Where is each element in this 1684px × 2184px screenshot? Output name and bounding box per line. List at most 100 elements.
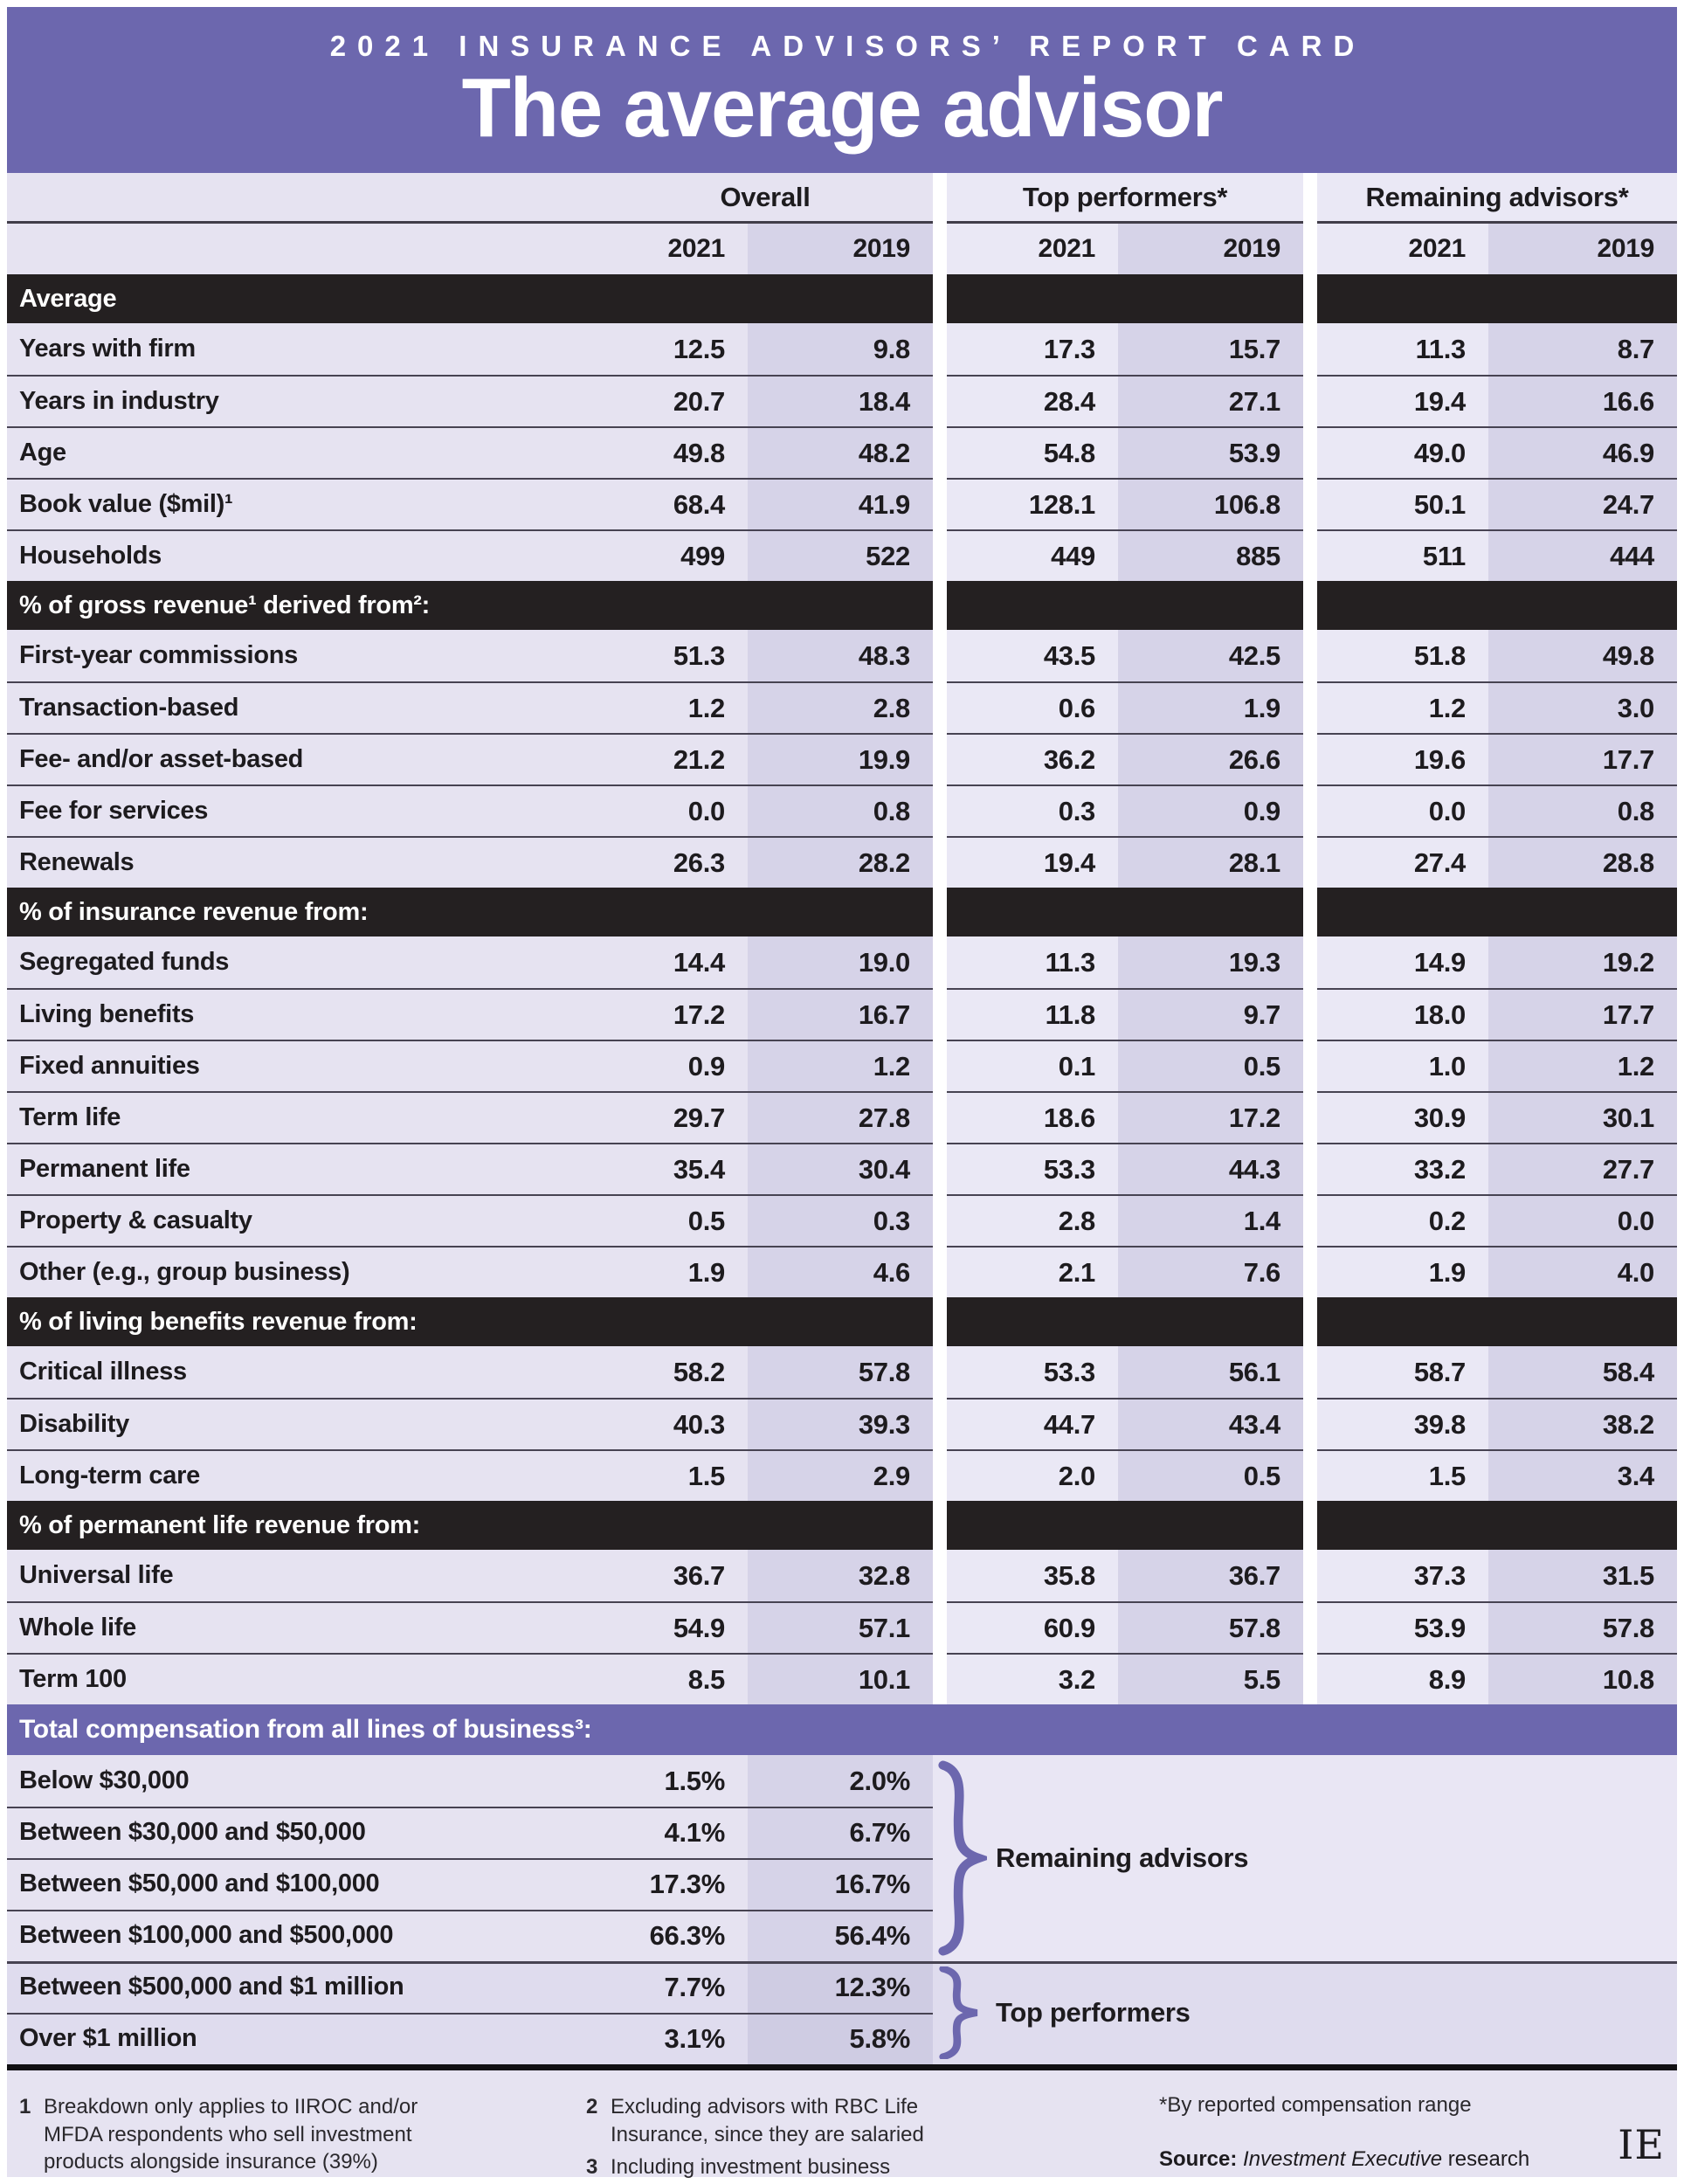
- value-cell: 19.4: [1317, 375, 1488, 426]
- value-cell: 44.7: [947, 1398, 1118, 1449]
- column-gap: [933, 888, 947, 936]
- value-cell: 8.5: [597, 1653, 748, 1704]
- value-cell: 1.2: [597, 681, 748, 733]
- value-cell: 522: [748, 529, 933, 581]
- section-bar-segment: [947, 888, 1303, 936]
- value-cell: 16.6: [1488, 375, 1677, 426]
- table-row: Between $50,000 and $100,000 17.3% 16.7%: [7, 1858, 1677, 1910]
- value-cell: 17.3%: [649, 1868, 726, 1899]
- table-row: Over $1 million 3.1% 5.8%: [7, 2013, 1677, 2064]
- header-spacer: [7, 224, 597, 274]
- column-gap: [1303, 1246, 1317, 1297]
- column-gap: [1303, 581, 1317, 630]
- row-label: Term 100: [7, 1653, 597, 1704]
- value-cell: 36.7: [1118, 1550, 1303, 1601]
- value-cell: 0.8: [748, 784, 933, 836]
- section-bar-segment: [1317, 1501, 1677, 1550]
- value-cell: 26.6: [1118, 733, 1303, 784]
- section-bar-segment: [1317, 888, 1677, 936]
- value-cell: 0.9: [597, 1040, 748, 1091]
- value-cell: 17.2: [597, 988, 748, 1040]
- table-row: Between $30,000 and $50,000 4.1% 6.7%: [7, 1807, 1677, 1858]
- column-gap: [1303, 1091, 1317, 1143]
- value-cell: 12.3%: [748, 1961, 933, 2013]
- section-bar-segment: [1317, 274, 1677, 323]
- section-bar-segment: [947, 1501, 1303, 1550]
- column-gap: [1303, 426, 1317, 478]
- value-cell: 511: [1317, 529, 1488, 581]
- column-gap: [1303, 630, 1317, 681]
- value-cell: 1.4: [1118, 1194, 1303, 1246]
- row-divider: [7, 1807, 933, 1808]
- column-gap: [933, 836, 947, 888]
- column-gap: [933, 784, 947, 836]
- footnotes: 1 Breakdown only applies to IIROC and/or…: [7, 2070, 1677, 2179]
- data-table: Overall Top performers* Remaining adviso…: [7, 173, 1677, 1704]
- title-banner: 2021 INSURANCE ADVISORS’ REPORT CARD The…: [7, 7, 1677, 173]
- value-cell: 0.2: [1317, 1194, 1488, 1246]
- column-gap: [1303, 173, 1317, 224]
- row-divider: [7, 1858, 933, 1860]
- row-label: Universal life: [7, 1550, 597, 1601]
- value-cell: 0.8: [1488, 784, 1677, 836]
- value-cell: 30.4: [748, 1143, 933, 1194]
- value-cell: 0.6: [947, 681, 1118, 733]
- value-cell: 1.5%: [664, 1765, 726, 1796]
- row-label: Long-term care: [7, 1449, 597, 1501]
- value-cell: 11.8: [947, 988, 1118, 1040]
- value-cell: 2.8: [748, 681, 933, 733]
- value-cell: 9.8: [748, 323, 933, 375]
- value-cell: 14.4: [597, 936, 748, 988]
- column-gap: [1303, 375, 1317, 426]
- row-divider: [7, 2013, 933, 2015]
- row-label: Between $50,000 and $100,000: [19, 1870, 380, 1897]
- section-header-compensation: Total compensation from all lines of bus…: [7, 1704, 1677, 1755]
- annotation-panel: [933, 1858, 1677, 1910]
- value-cell: 17.2: [1118, 1091, 1303, 1143]
- value-cell: 5.5: [1118, 1653, 1303, 1704]
- annotation-panel: [933, 1755, 1677, 1807]
- column-gap: [1303, 1143, 1317, 1194]
- value-cell: 57.8: [1118, 1601, 1303, 1653]
- column-gap: [933, 224, 947, 274]
- value-cell: 31.5: [1488, 1550, 1677, 1601]
- value-cell: 0.0: [1317, 784, 1488, 836]
- value-cell: 30.1: [1488, 1091, 1677, 1143]
- value-cell: 32.8: [748, 1550, 933, 1601]
- content-frame: 2021 INSURANCE ADVISORS’ REPORT CARD The…: [7, 7, 1677, 2179]
- value-cell: 18.0: [1317, 988, 1488, 1040]
- value-cell: 16.7: [748, 988, 933, 1040]
- value-cell: 43.5: [947, 630, 1118, 681]
- annotation-panel: [933, 1807, 1677, 1858]
- value-cell: 19.4: [947, 836, 1118, 888]
- year-header-2021: 2021: [947, 224, 1118, 274]
- column-gap: [933, 936, 947, 988]
- column-gap: [933, 1246, 947, 1297]
- value-cell: 49.8: [1488, 630, 1677, 681]
- header-spacer: [7, 173, 597, 224]
- column-gap: [1303, 1297, 1317, 1346]
- year-header-2019: 2019: [1118, 224, 1303, 274]
- value-cell: 57.8: [748, 1346, 933, 1398]
- annotation-panel: [933, 2013, 1677, 2064]
- table-row: Between $100,000 and $500,000 66.3% 56.4%: [7, 1910, 1677, 1961]
- value-cell: 11.3: [1317, 323, 1488, 375]
- value-cell: 28.4: [947, 375, 1118, 426]
- footnote-text: Including investment business: [611, 2155, 891, 2180]
- column-gap: [933, 681, 947, 733]
- source-name: Investment Executive: [1243, 2147, 1443, 2171]
- value-cell: 48.3: [748, 630, 933, 681]
- row-label: Below $30,000: [19, 1766, 190, 1794]
- value-cell: 1.9: [1118, 681, 1303, 733]
- column-gap: [1303, 529, 1317, 581]
- value-cell: 51.3: [597, 630, 748, 681]
- value-cell: 15.7: [1118, 323, 1303, 375]
- value-cell: 54.9: [597, 1601, 748, 1653]
- column-gap: [933, 1346, 947, 1398]
- row-label: Fee for services: [7, 784, 597, 836]
- row-label: Term life: [7, 1091, 597, 1143]
- footnote-number: 1: [19, 2095, 31, 2118]
- footnote-text: Breakdown only applies to IIROC and/or M…: [44, 2095, 418, 2174]
- value-cell: 28.8: [1488, 836, 1677, 888]
- section-bar: % of insurance revenue from:: [7, 888, 933, 936]
